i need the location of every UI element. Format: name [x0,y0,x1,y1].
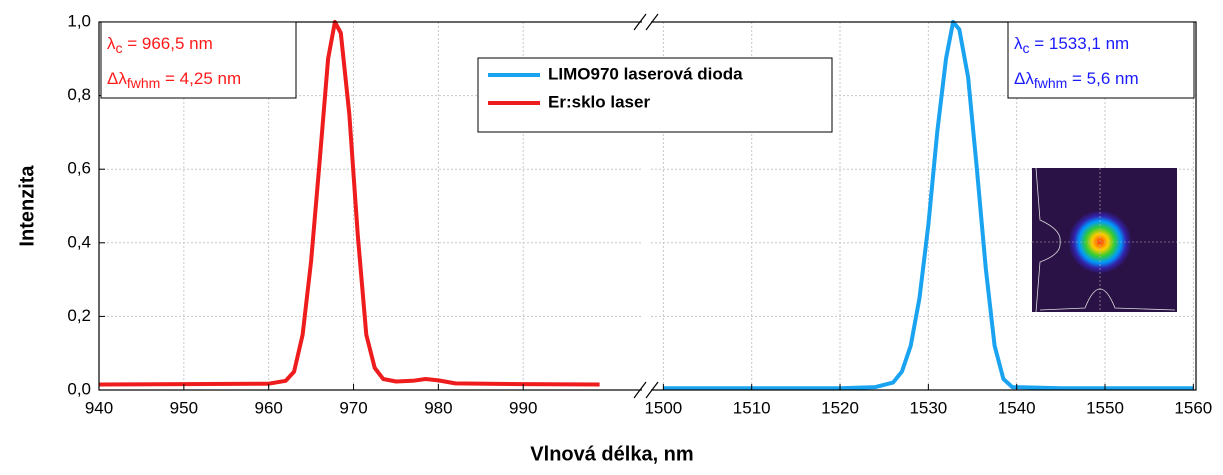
annotation-text: λc = 966,5 nm [107,34,213,55]
annotation-part: = 966,5 nm [123,34,213,53]
axis-break [642,8,651,404]
beam-profile-image [1032,167,1177,313]
annotation-text: Δλfwhm = 5,6 nm [1014,69,1139,90]
legend-label: Er:sklo laser [548,92,650,111]
annotation-part: = 5,6 nm [1067,69,1138,88]
annotation-part: λ [1014,34,1023,53]
y-tick-label: 1,0 [67,11,91,30]
x-tick-label: 1540 [998,398,1036,417]
x-tick-label: 970 [339,398,367,417]
x-tick-label: 1550 [1086,398,1124,417]
annotation-part: Δλ [107,69,127,88]
x-tick-label: 940 [85,398,113,417]
y-axis-label: Intenzita [16,165,38,247]
legend-label: LIMO970 laserová dioda [548,64,743,83]
x-tick-label: 1510 [733,398,771,417]
x-tick-label: 960 [255,398,283,417]
annotation-part: fwhm [127,75,160,91]
x-tick-label: 1500 [644,398,682,417]
annotation-part: c [1023,40,1030,56]
legend-box [477,57,833,133]
annotation-part: fwhm [1034,75,1067,91]
x-tick-label: 980 [424,398,452,417]
x-tick-label: 1530 [909,398,947,417]
annotation-part: = 1533,1 nm [1030,34,1130,53]
x-tick-label: 990 [509,398,537,417]
annotation-part: Δλ [1014,69,1034,88]
data-line [663,20,1194,391]
x-tick-label: 950 [170,398,198,417]
annotation-box [100,21,297,99]
annotation-part: = 4,25 nm [160,69,241,88]
annotation-text: Δλfwhm = 4,25 nm [107,69,241,90]
annotation-text: λc = 1533,1 nm [1014,34,1129,55]
x-tick-label: 1520 [821,398,859,417]
x-axis-label: Vlnová délka, nm [530,443,693,465]
annotation-part: c [116,40,123,56]
x-tick-label: 1560 [1174,398,1212,417]
data-line [98,20,600,387]
break-marks [633,13,659,399]
annotation-part: λ [107,34,116,53]
y-tick-label: 0,2 [67,306,91,325]
y-tick-label: 0,4 [67,232,91,251]
y-tick-label: 0,0 [67,379,91,398]
y-tick-label: 0,6 [67,159,91,178]
y-tick-label: 0,8 [67,85,91,104]
annotation-box [1007,21,1195,99]
